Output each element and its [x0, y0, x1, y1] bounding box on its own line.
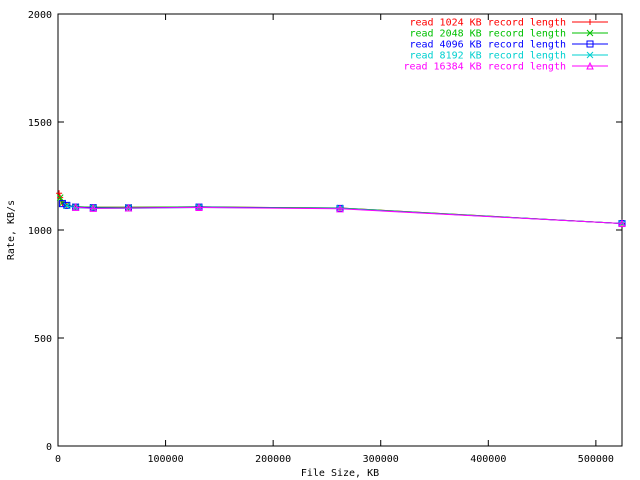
data-point: [56, 190, 63, 197]
data-point: [89, 204, 98, 212]
series-line: [59, 197, 623, 224]
y-axis-label: Rate, KB/s: [6, 200, 17, 260]
series-lines: [56, 190, 626, 228]
x-tick-label: 500000: [578, 454, 614, 465]
data-point: [58, 200, 66, 208]
data-point: [618, 219, 626, 228]
plot-frame: [57, 13, 623, 447]
x-tick-label: 400000: [470, 454, 506, 465]
legend-entry-label: read 4096 KB record length: [409, 40, 566, 51]
x-tick-label: 100000: [148, 454, 184, 465]
x-tick-label: 200000: [255, 454, 291, 465]
series-line: [66, 205, 623, 224]
legend-entry-label: read 16384 KB record length: [403, 62, 566, 73]
data-point: [71, 203, 80, 211]
y-tick-label: 500: [34, 334, 52, 345]
legend-entry-label: read 2048 KB record length: [409, 29, 566, 40]
data-point: [586, 40, 594, 48]
data-point: [587, 19, 593, 25]
series-line: [75, 206, 623, 224]
data-point: [336, 204, 344, 213]
y-tick-label: 1500: [28, 118, 52, 129]
data-point: [586, 61, 594, 70]
data-point: [195, 203, 203, 212]
x-tick-label: 0: [55, 454, 61, 465]
legend-entry-label: read 8192 KB record length: [409, 51, 566, 62]
data-point: [586, 29, 594, 37]
data-point: [63, 202, 71, 210]
x-tick-label: 300000: [363, 454, 399, 465]
data-point: [124, 203, 133, 212]
data-point: [56, 194, 64, 201]
x-axis-label: File Size, KB: [301, 468, 379, 479]
data-point: [63, 201, 71, 209]
y-tick-label: 0: [46, 442, 52, 453]
y-tick-label: 1000: [28, 226, 52, 237]
legend-entry-label: read 1024 KB record length: [409, 18, 566, 29]
axis-ticks: 0 100000 200000 300000 400000 500000 0 500 1000 1…: [28, 10, 622, 465]
y-tick-label: 2000: [28, 10, 52, 21]
data-point: [586, 51, 594, 59]
